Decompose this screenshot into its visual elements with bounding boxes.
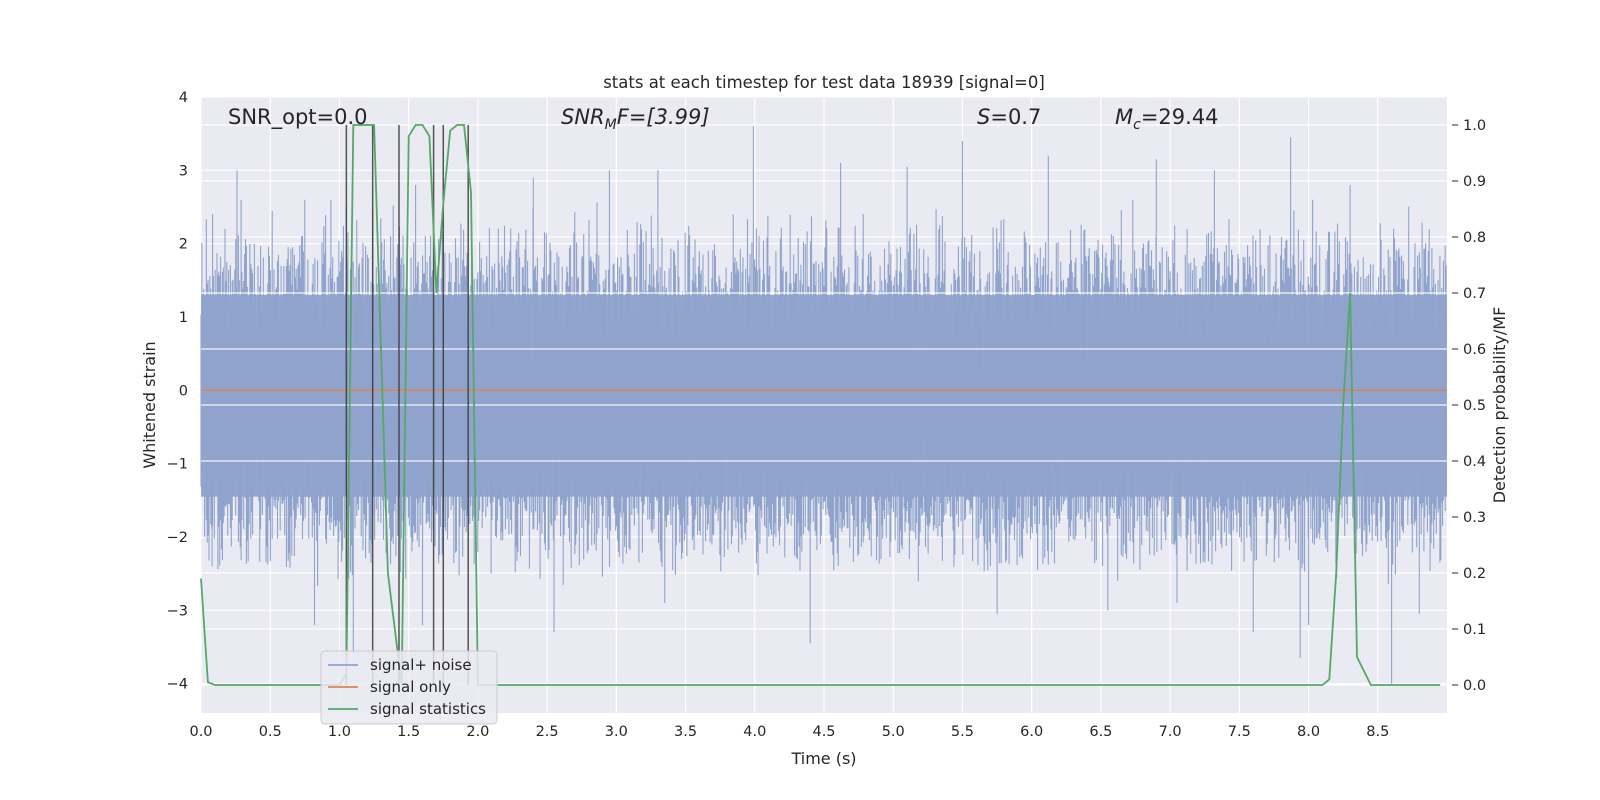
- mc-symbol: M: [1115, 105, 1133, 129]
- x-tick-label: 0.5: [259, 724, 282, 740]
- x-tick-label: 6.5: [1089, 724, 1112, 740]
- s-annotation: S=0.7: [977, 105, 1041, 129]
- x-tick-label: 7.5: [1228, 724, 1251, 740]
- x-tick-label: 2.0: [466, 724, 489, 740]
- x-tick-label: 5.5: [951, 724, 974, 740]
- y-tick-label: 0: [179, 383, 188, 399]
- mc-value: =29.44: [1141, 105, 1219, 129]
- x-tick-label: 7.0: [1159, 724, 1182, 740]
- y-tick-label: −3: [167, 603, 188, 619]
- y2-tick-label: 0.7: [1463, 286, 1486, 302]
- snr-mf-symbol: SNR: [561, 105, 605, 129]
- y2-tick-label: 0.9: [1463, 174, 1486, 190]
- chart-title: stats at each timestep for test data 189…: [603, 73, 1045, 92]
- legend: signal+ noise signal only signal statist…: [320, 650, 498, 725]
- x-tick-label: 3.0: [605, 724, 628, 740]
- y2-axis-label: Detection probability/MF: [1490, 307, 1509, 504]
- y2-tick-labels: 1.0 0.9 0.8 0.7 0.6 0.5 0.4 0.3 0.2 0.1 0.0: [1452, 118, 1486, 694]
- legend-label-stats: signal statistics: [370, 700, 486, 718]
- y2-tick-label: 0.6: [1463, 342, 1486, 358]
- y2-tick-label: 0.8: [1463, 230, 1486, 246]
- x-tick-label: 3.5: [674, 724, 697, 740]
- y2-tick-label: 1.0: [1463, 118, 1486, 134]
- legend-box: [320, 650, 498, 725]
- vertical-markers: [345, 125, 469, 685]
- x-tick-label: 1.0: [328, 724, 351, 740]
- noise-trace: [200, 126, 1447, 684]
- y-tick-labels: 4 3 2 1 0 −1 −2 −3 −4: [167, 90, 188, 693]
- annotations: SNR_opt=0.0 SNRMF=[3.99] S=0.7 Mc=29.44: [228, 105, 1219, 133]
- y2-tick-label: 0.0: [1463, 678, 1486, 694]
- y2-tick-label: 0.3: [1463, 510, 1486, 526]
- x-axis-label: Time (s): [790, 749, 856, 768]
- mc-annotation: Mc=29.44: [1115, 105, 1219, 133]
- x-tick-label: 4.0: [743, 724, 766, 740]
- y-tick-label: 2: [179, 237, 188, 253]
- x-tick-label: 4.5: [812, 724, 835, 740]
- snr-opt-annotation: SNR_opt=0.0: [228, 105, 368, 130]
- y-tick-label: −2: [167, 530, 188, 546]
- mc-subscript: c: [1133, 117, 1141, 133]
- y2-tick-label: 0.5: [1463, 398, 1486, 414]
- x-tick-label: 8.5: [1366, 724, 1389, 740]
- legend-label-signal: signal only: [370, 678, 451, 696]
- series-signal-statistics: [200, 124, 1441, 686]
- y-tick-label: 4: [179, 90, 188, 106]
- y-axis-label: Whitened strain: [140, 341, 159, 468]
- x-tick-label: 5.0: [882, 724, 905, 740]
- y-tick-label: 1: [179, 310, 188, 326]
- x-tick-label: 6.0: [1020, 724, 1043, 740]
- x-tick-label: 0.0: [189, 724, 212, 740]
- x-tick-labels: 0.0 0.5 1.0 1.5 2.0 2.5 3.0 3.5 4.0 4.5 5.0 5.5 6.0 6…: [189, 724, 1389, 740]
- y2-tick-label: 0.1: [1463, 622, 1486, 638]
- series-signal-plus-noise: [200, 126, 1447, 684]
- s-value: =0.7: [990, 105, 1041, 129]
- y2-tick-label: 0.2: [1463, 566, 1486, 582]
- x-tick-label: 8.0: [1297, 724, 1320, 740]
- y-tick-label: 3: [179, 163, 188, 179]
- snr-mf-annotation: SNRMF=[3.99]: [561, 105, 710, 133]
- snr-mf-subscript: M: [605, 117, 617, 133]
- s-symbol: S: [977, 105, 990, 129]
- x-tick-label: 1.5: [397, 724, 420, 740]
- y-tick-label: −1: [167, 457, 188, 473]
- y-tick-label: −4: [167, 677, 188, 693]
- y2-tick-label: 0.4: [1463, 454, 1486, 470]
- x-tick-label: 2.5: [536, 724, 559, 740]
- legend-label-noise: signal+ noise: [370, 656, 472, 674]
- snr-mf-value: F=[3.99]: [617, 105, 710, 129]
- signal-statistics-line: [200, 124, 1441, 686]
